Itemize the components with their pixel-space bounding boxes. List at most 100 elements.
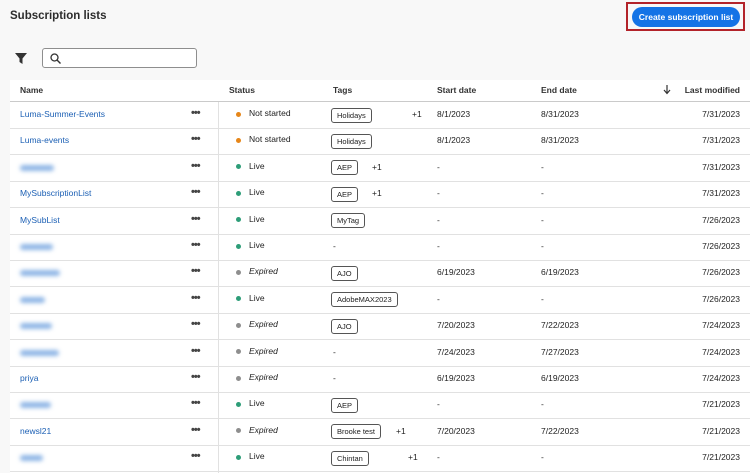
- status: Expired: [249, 372, 278, 382]
- row-divider: [10, 392, 750, 393]
- status: Expired: [249, 345, 278, 356]
- tag[interactable]: AJO: [331, 265, 358, 281]
- more-actions[interactable]: •••: [191, 186, 201, 199]
- column-header[interactable]: Tags: [333, 85, 353, 95]
- end-date: 7/22/2023: [541, 425, 579, 436]
- row-name[interactable]: MySubList: [20, 214, 60, 225]
- status-dot: [236, 428, 241, 434]
- status-dot: [236, 349, 241, 355]
- tag[interactable]: Holidays: [331, 107, 372, 123]
- blurred-name: [20, 323, 52, 330]
- start-date: -: [437, 452, 440, 463]
- column-header[interactable]: Name: [20, 85, 44, 95]
- end-date: -: [541, 188, 544, 199]
- last-modified: 7/26/2023: [702, 214, 740, 225]
- status-dot: [236, 137, 241, 143]
- end-date: 7/27/2023: [541, 346, 579, 357]
- tag[interactable]: AEP: [331, 160, 359, 176]
- last-modified: 7/21/2023: [702, 452, 740, 463]
- end-date: -: [541, 293, 544, 304]
- more-tags[interactable]: +1: [372, 161, 382, 172]
- header-divider: [10, 101, 750, 102]
- more-actions[interactable]: •••: [191, 397, 201, 410]
- end-date: 8/31/2023: [541, 135, 579, 146]
- row-name[interactable]: MySubscriptionList: [20, 188, 92, 199]
- more-actions[interactable]: •••: [191, 423, 201, 436]
- row-name[interactable]: newsl21: [20, 425, 52, 436]
- status: Expired: [249, 319, 278, 330]
- more-actions[interactable]: •••: [191, 344, 201, 357]
- more-actions[interactable]: •••: [191, 212, 201, 225]
- status: Live: [249, 187, 265, 198]
- column-header[interactable]: Last modified: [684, 85, 740, 95]
- more-actions[interactable]: •••: [191, 239, 201, 251]
- column-header[interactable]: Start date: [437, 85, 477, 95]
- status-dot: [236, 375, 241, 381]
- tag[interactable]: AEP: [331, 397, 359, 413]
- column-header[interactable]: End date: [541, 85, 577, 95]
- tag[interactable]: MyTag: [331, 213, 366, 229]
- blurred-name: [20, 402, 51, 409]
- tag[interactable]: AdobeMAX2023: [331, 292, 398, 308]
- highlight-frame: [626, 2, 745, 31]
- more-actions[interactable]: •••: [191, 291, 201, 304]
- end-date: 6/19/2023: [541, 267, 579, 278]
- last-modified: 7/31/2023: [702, 161, 740, 172]
- more-actions[interactable]: •••: [191, 265, 201, 278]
- row-divider: [10, 471, 750, 473]
- status: Expired: [249, 266, 278, 277]
- tag[interactable]: Holidays: [331, 133, 372, 149]
- page-title: Subscription lists: [10, 10, 107, 22]
- last-modified: 7/31/2023: [702, 135, 740, 146]
- column-divider: [218, 102, 219, 473]
- tag[interactable]: AJO: [331, 318, 358, 334]
- status: Live: [249, 213, 265, 224]
- blurred-name: [20, 455, 43, 462]
- start-date: 7/20/2023: [437, 320, 475, 331]
- start-date: -: [437, 293, 440, 304]
- more-actions[interactable]: •••: [191, 371, 201, 383]
- tag-empty: -: [333, 373, 336, 383]
- status: Live: [249, 451, 265, 462]
- more-tags[interactable]: +1: [412, 109, 422, 119]
- more-tags[interactable]: +1: [396, 425, 406, 436]
- row-name[interactable]: Luma-Summer-Events: [20, 109, 106, 119]
- end-date: 6/19/2023: [541, 373, 579, 383]
- start-date: -: [437, 188, 440, 199]
- row-name[interactable]: Luma-events: [20, 135, 70, 146]
- more-actions[interactable]: •••: [191, 159, 201, 172]
- more-tags[interactable]: +1: [408, 452, 418, 463]
- more-actions[interactable]: •••: [191, 318, 201, 331]
- end-date: 7/22/2023: [541, 320, 579, 331]
- tag[interactable]: Brooke test: [331, 424, 381, 440]
- filter-icon[interactable]: [15, 53, 27, 64]
- column-header[interactable]: Status: [229, 85, 255, 95]
- status-dot: [236, 243, 241, 249]
- row-divider: [10, 365, 750, 367]
- last-modified: 7/24/2023: [702, 320, 740, 331]
- more-actions[interactable]: •••: [191, 107, 201, 119]
- status: Not started: [249, 108, 291, 118]
- tag[interactable]: Chintan: [331, 450, 369, 466]
- row-divider: [10, 207, 750, 209]
- create-button[interactable]: Create subscription list: [632, 7, 740, 27]
- row-divider: [10, 260, 750, 261]
- more-actions[interactable]: •••: [191, 450, 201, 463]
- blurred-name: [20, 164, 54, 171]
- more-actions[interactable]: •••: [191, 133, 201, 146]
- row-divider: [10, 312, 750, 314]
- tag[interactable]: AEP: [331, 186, 359, 202]
- row-divider: [10, 418, 750, 420]
- end-date: 8/31/2023: [541, 109, 579, 119]
- status: Live: [249, 240, 265, 250]
- row-name[interactable]: priya: [20, 373, 39, 383]
- search-field[interactable]: [42, 48, 197, 68]
- status: Expired: [249, 424, 278, 435]
- more-tags[interactable]: +1: [372, 188, 382, 199]
- status: Live: [249, 398, 265, 409]
- last-modified: 7/26/2023: [702, 293, 740, 304]
- start-date: 6/19/2023: [437, 373, 475, 383]
- status-dot: [236, 269, 241, 275]
- last-modified: 7/31/2023: [702, 109, 740, 119]
